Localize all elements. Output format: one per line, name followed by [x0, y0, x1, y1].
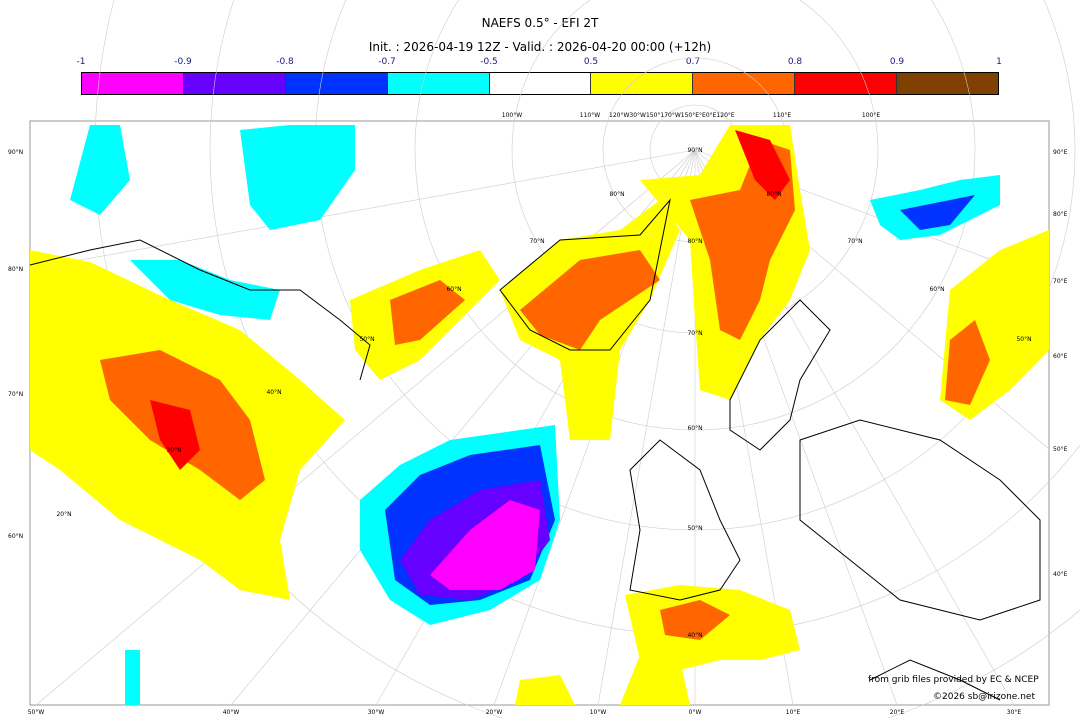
axis-label: 20°E — [890, 709, 905, 716]
axis-label: 90°N — [687, 147, 702, 154]
axis-label: 30°N — [166, 447, 181, 454]
colorbar-tick: 1 — [996, 57, 1002, 67]
axis-label: 30°W — [368, 709, 385, 716]
copyright-credit: ©2026 sb@irizone.net — [933, 692, 1035, 702]
map-subtitle: Init. : 2026-04-19 12Z - Valid. : 2026-0… — [368, 40, 712, 54]
axis-label: 80°N — [8, 266, 23, 273]
axis-label: 70°N — [529, 238, 544, 245]
axis-label: 10°E — [786, 709, 801, 716]
axis-label: 50°N — [687, 525, 702, 532]
efi-field — [30, 125, 1049, 705]
axis-label: 100°W — [502, 112, 522, 119]
colorbar-swatch — [693, 73, 796, 94]
axis-label: 90°E — [1053, 149, 1068, 156]
axis-label: 50°W — [28, 709, 45, 716]
colorbar-tick: -0.8 — [276, 57, 294, 67]
axis-label: 80°N — [687, 238, 702, 245]
axis-label: 50°E — [1053, 446, 1068, 453]
axis-label: 40°E — [1053, 571, 1068, 578]
data-source-credit: from grib files provided by EC & NCEP — [868, 675, 1039, 685]
axis-label: 30°E — [1007, 709, 1022, 716]
axis-label: 90°N — [8, 149, 23, 156]
colorbar-tick: -1 — [76, 57, 86, 67]
axis-label: 80°E — [1053, 211, 1068, 218]
colorbar-swatch — [387, 73, 490, 94]
colorbar-swatch — [183, 73, 286, 94]
axis-label: 10°W — [590, 709, 607, 716]
colorbar-tick: -0.9 — [174, 57, 192, 67]
colorbar-tick: -0.7 — [378, 57, 396, 67]
axis-label: 60°N — [446, 286, 461, 293]
colorbar-swatch — [795, 73, 898, 94]
colorbar-tick: 0.5 — [583, 57, 599, 67]
map-title: NAEFS 0.5° - EFI 2T — [481, 16, 599, 30]
axis-label: 110°E — [773, 112, 791, 119]
axis-label: 40°N — [687, 632, 702, 639]
colorbar-swatch — [591, 73, 694, 94]
axis-label: 60°N — [687, 425, 702, 432]
axis-label: 60°N — [929, 286, 944, 293]
colorbar-tick: 0.8 — [787, 57, 803, 67]
axis-label: 40°N — [266, 389, 281, 396]
axis-label: 70°N — [847, 238, 862, 245]
axis-label: 20°W — [486, 709, 503, 716]
axis-label: 50°N — [1016, 336, 1031, 343]
axis-label: 70°N — [8, 391, 23, 398]
colorbar-swatch — [489, 73, 592, 94]
colorbar — [81, 72, 999, 95]
colorbar-tick: 0.7 — [685, 57, 701, 67]
colorbar-tick: -0.5 — [480, 57, 498, 67]
axis-label: 0°W — [689, 709, 702, 716]
axis-label: 60°E — [1053, 353, 1068, 360]
coastlines — [29, 198, 1041, 701]
axis-label: 120°W30°W150°170°W150°E°E0°E120°E — [609, 112, 735, 119]
axis-label: 70°N — [687, 330, 702, 337]
colorbar-swatch — [82, 73, 184, 94]
colorbar-swatch — [285, 73, 388, 94]
axis-label: 40°W — [223, 709, 240, 716]
axis-label: 70°E — [1053, 278, 1068, 285]
axis-label: 20°N — [56, 511, 71, 518]
axis-label: 80°N — [766, 191, 781, 198]
colorbar-tick: 0.9 — [889, 57, 905, 67]
axis-label: 110°W — [580, 112, 600, 119]
axis-label: 80°N — [609, 191, 624, 198]
axis-label: 60°N — [8, 533, 23, 540]
colorbar-swatch — [897, 73, 999, 94]
axis-label: 100°E — [862, 112, 880, 119]
axis-label: 50°N — [359, 336, 374, 343]
